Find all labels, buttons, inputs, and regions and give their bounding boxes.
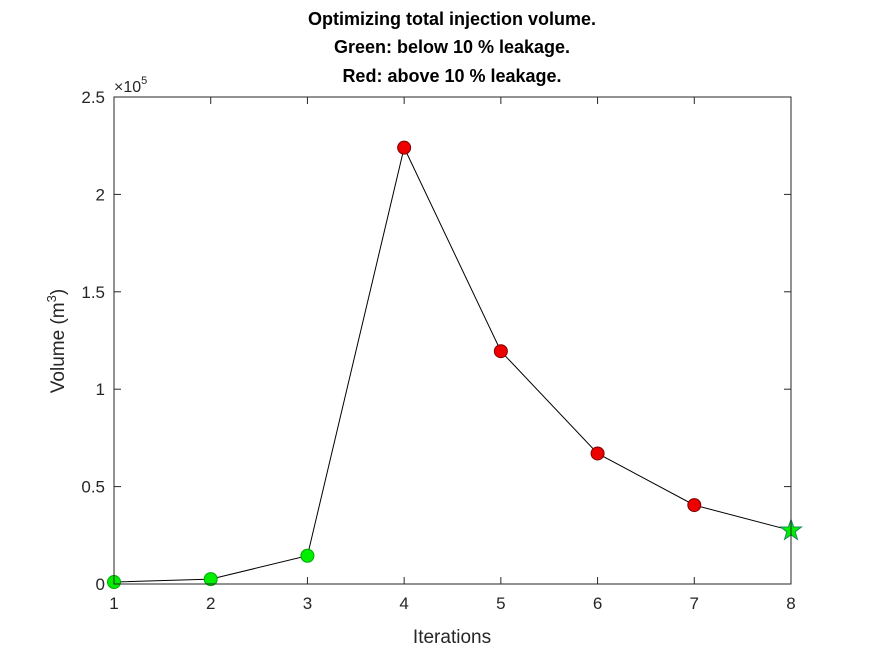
y-tick-label: 2.5: [81, 88, 105, 107]
chart-title: Optimizing total injection volume. Green…: [308, 9, 596, 86]
y-tick-label: 0: [96, 575, 105, 594]
y-tick-label: 0.5: [81, 478, 105, 497]
x-tick-label: 7: [690, 594, 699, 613]
y-axis-label-text: Volume (m: [48, 302, 69, 393]
data-point: [493, 344, 508, 359]
data-point: [687, 498, 702, 513]
y-tick-label: 1: [96, 380, 105, 399]
x-tick-label: 5: [496, 594, 505, 613]
y-exponent-power: 5: [141, 75, 147, 87]
x-tick-label: 3: [303, 594, 312, 613]
x-axis-label: Iterations: [413, 627, 491, 648]
data-point: [300, 548, 315, 563]
x-tick-label: 1: [109, 594, 118, 613]
x-tick-label: 2: [206, 594, 215, 613]
title-line-2: Green: below 10 % leakage.: [334, 37, 570, 57]
plot-background: [114, 97, 791, 584]
data-point: [203, 572, 218, 587]
y-tick-label: 1.5: [81, 283, 105, 302]
series-line: [113, 146, 792, 583]
y-axis-label-close: ): [48, 289, 69, 295]
data-point: [590, 446, 605, 461]
x-tick-label: 8: [786, 594, 795, 613]
title-line-1: Optimizing total injection volume.: [308, 9, 596, 29]
y-axis-ticks: 0 0.5 1 1.5 2 2.5: [81, 88, 791, 594]
y-exponent-base: ×10: [114, 79, 141, 96]
y-axis-label: Volume (m3): [44, 289, 69, 393]
title-line-3: Red: above 10 % leakage.: [342, 66, 561, 86]
y-axis-label-sup: 3: [44, 295, 59, 302]
y-exponent-label: ×105: [114, 75, 147, 96]
x-tick-label: 4: [399, 594, 408, 613]
x-axis-ticks: 1 2 3 4 5 6 7 8: [109, 97, 796, 613]
data-point: [397, 140, 412, 155]
x-tick-label: 6: [593, 594, 602, 613]
y-tick-label: 2: [96, 185, 105, 204]
plot-frame: [113, 96, 792, 585]
